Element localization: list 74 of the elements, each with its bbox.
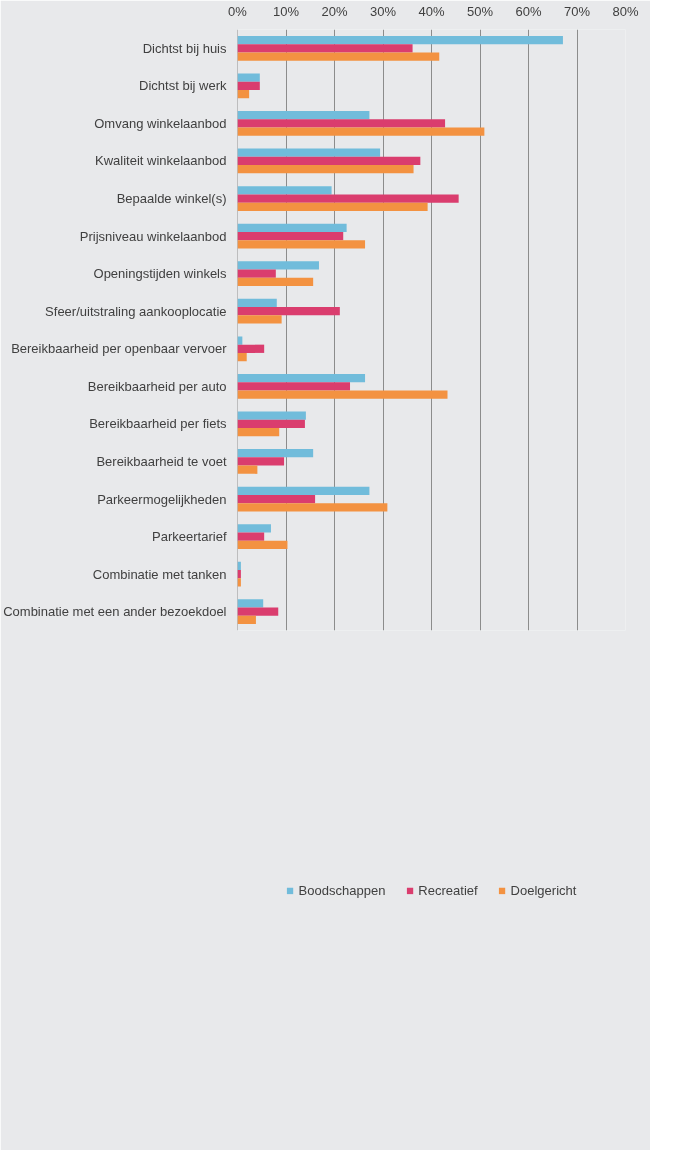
y-tick-label: Openingstijden winkels xyxy=(93,266,227,282)
bar xyxy=(237,352,247,362)
bar xyxy=(237,524,271,533)
bar xyxy=(237,465,258,474)
y-tick-label: Parkeertarief xyxy=(152,529,227,545)
x-tick-label: 70% xyxy=(563,3,591,19)
bar xyxy=(237,261,319,270)
bar xyxy=(237,52,440,61)
bar xyxy=(237,156,421,166)
bar xyxy=(237,373,366,383)
legend-label: Doelgericht xyxy=(510,882,577,898)
y-tick-label: Combinatie met tanken xyxy=(92,566,227,582)
bar xyxy=(237,35,563,45)
x-tick-label: 50% xyxy=(466,3,494,19)
bar xyxy=(237,111,370,120)
bar xyxy=(237,428,280,437)
bar xyxy=(237,81,260,90)
y-tick-label: Bepaalde winkel(s) xyxy=(116,191,227,207)
y-tick-label: Parkeermogelijkheden xyxy=(97,491,227,507)
bar xyxy=(237,148,381,157)
bar xyxy=(237,186,332,195)
y-tick-label: Dichtst bij werk xyxy=(139,78,227,94)
bar xyxy=(237,503,388,512)
x-tick-label: 0% xyxy=(228,3,248,19)
y-tick-label: Combinatie met een ander bezoekdoel xyxy=(3,604,227,620)
bar xyxy=(237,457,285,466)
bar xyxy=(237,269,276,278)
bar xyxy=(237,127,485,136)
bar xyxy=(237,607,279,616)
bar xyxy=(237,277,314,287)
x-tick-label: 30% xyxy=(369,3,397,19)
bar xyxy=(237,599,264,608)
bar xyxy=(237,89,250,99)
x-tick-label: 10% xyxy=(272,3,300,19)
y-tick-label: Bereikbaarheid per auto xyxy=(87,378,227,394)
x-tick-label: 80% xyxy=(612,3,639,19)
y-tick-label: Bereikbaarheid per fiets xyxy=(89,416,227,432)
y-tick-label: Sfeer/uitstraling aankooplocatie xyxy=(45,303,227,319)
y-tick-label: Bereikbaarheid te voet xyxy=(96,453,227,469)
bar xyxy=(237,540,288,549)
y-tick-label: Bereikbaarheid per openbaar vervoer xyxy=(11,341,228,357)
bar xyxy=(237,532,265,541)
y-tick-label: Dichtst bij huis xyxy=(142,40,227,56)
y-tick-label: Omvang winkelaanbod xyxy=(94,115,227,131)
bar xyxy=(237,119,446,128)
bar xyxy=(237,223,347,232)
bar xyxy=(237,449,314,458)
bar xyxy=(237,194,459,203)
bar xyxy=(237,298,277,308)
bar xyxy=(237,578,241,587)
bar xyxy=(237,419,305,429)
bar xyxy=(237,382,351,391)
x-tick-label: 60% xyxy=(515,3,542,19)
bar xyxy=(237,165,414,174)
bar xyxy=(237,494,316,504)
bar xyxy=(237,390,448,399)
bar xyxy=(237,202,428,211)
legend-label: Boodschappen xyxy=(298,882,386,898)
bar xyxy=(237,307,340,316)
bar xyxy=(237,486,370,495)
bar xyxy=(237,44,413,53)
y-tick-label: Prijsniveau winkelaanbod xyxy=(79,228,227,244)
y-tick-label: Kwaliteit winkelaanbod xyxy=(94,153,227,169)
bar xyxy=(237,240,366,249)
x-tick-label: 20% xyxy=(321,3,348,19)
bar xyxy=(237,411,306,420)
bar xyxy=(237,231,344,241)
bar xyxy=(237,615,256,625)
bar xyxy=(237,315,282,324)
bar xyxy=(237,73,260,82)
x-tick-label: 40% xyxy=(418,3,445,19)
bar xyxy=(237,344,265,353)
bar xyxy=(237,336,243,345)
legend-label: Recreatief xyxy=(418,882,478,898)
